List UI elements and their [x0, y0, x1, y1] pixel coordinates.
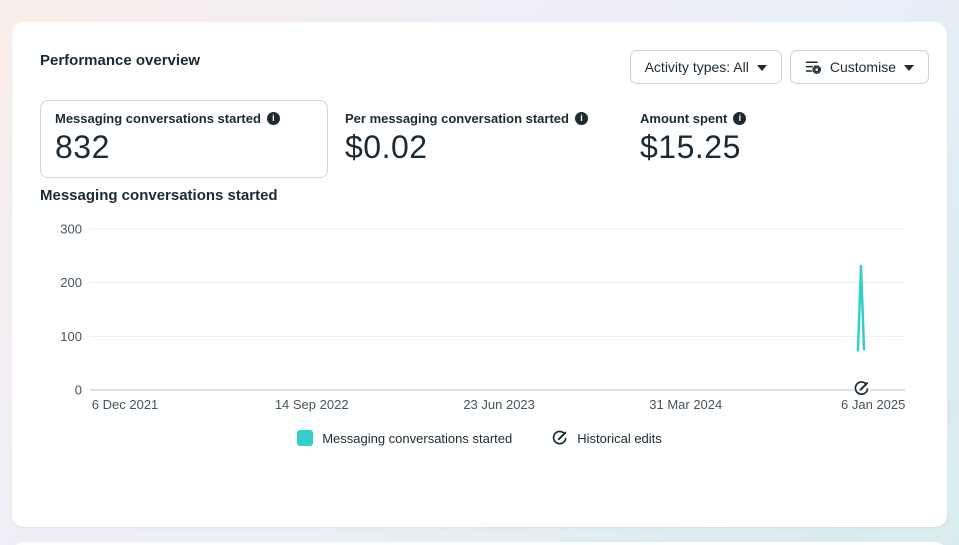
legend-label: Historical edits: [577, 430, 662, 446]
x-tick-label: 23 Jun 2023: [463, 397, 535, 412]
metric-card-per-conversation[interactable]: Per messaging conversation started i $0.…: [345, 100, 588, 166]
y-tick-label: 300: [60, 222, 82, 237]
x-tick-label: 6 Dec 2021: [92, 397, 159, 412]
performance-chart[interactable]: 0 100 200 300 6 Dec 2021 14 Sep 2022 23 Jun 20…: [40, 213, 920, 420]
series-line: [856, 264, 866, 352]
page-title: Performance overview: [40, 52, 201, 69]
y-tick-label: 0: [75, 383, 82, 398]
next-section-card-edge: [12, 542, 947, 545]
info-icon[interactable]: i: [266, 112, 280, 125]
x-tick-label: 14 Sep 2022: [275, 397, 349, 412]
chart-legend: Messaging conversations started Historic…: [12, 430, 947, 446]
legend-item-historical-edits: Historical edits: [552, 430, 662, 446]
legend-swatch: [297, 430, 314, 446]
historical-edit-marker[interactable]: [854, 381, 869, 396]
y-tick-label: 100: [60, 329, 82, 344]
chart-area[interactable]: 0 100 200 300 6 Dec 2021 14 Sep 2022 23 Jun 20…: [40, 213, 920, 420]
legend-label: Messaging conversations started: [322, 430, 513, 446]
metrics-row: Messaging conversations started i 832 Pe…: [12, 100, 947, 180]
chevron-down-icon: [904, 65, 914, 71]
info-icon[interactable]: i: [733, 112, 747, 125]
metric-label: Per messaging conversation started: [345, 111, 569, 126]
info-icon[interactable]: i: [574, 112, 588, 125]
metric-value: $0.02: [345, 129, 428, 165]
x-tick-label: 31 Mar 2024: [649, 397, 722, 412]
historical-edits-icon: [552, 430, 568, 446]
metric-card-messaging-conversations[interactable]: Messaging conversations started i 832: [40, 100, 328, 178]
activity-types-label: Activity types: All: [644, 59, 749, 75]
performance-overview-card: Performance overview Activity types: All…: [12, 22, 947, 527]
metric-label: Messaging conversations started: [55, 111, 261, 126]
metric-card-amount-spent[interactable]: Amount spent i $15.25: [640, 100, 747, 166]
chart-title: Messaging conversations started: [40, 187, 278, 204]
legend-item-series: Messaging conversations started: [297, 430, 512, 446]
x-tick-label: 6 Jan 2025: [841, 397, 905, 412]
activity-types-button[interactable]: Activity types: All: [629, 50, 782, 84]
customise-button[interactable]: Customise: [789, 50, 929, 84]
customise-settings-icon: [805, 59, 822, 75]
metric-value: 832: [55, 129, 110, 165]
header-controls: Activity types: All Customise: [629, 50, 929, 84]
chevron-down-icon: [756, 65, 767, 71]
metric-label: Amount spent: [640, 111, 728, 126]
customise-label: Customise: [829, 59, 896, 75]
metric-value: $15.25: [640, 129, 741, 165]
y-tick-label: 200: [60, 275, 82, 290]
